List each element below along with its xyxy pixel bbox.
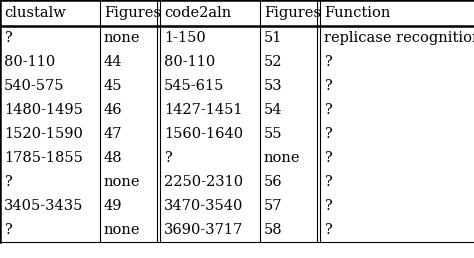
- Text: ?: ?: [324, 151, 332, 165]
- Text: ?: ?: [4, 31, 12, 45]
- Text: 80-110: 80-110: [164, 55, 215, 69]
- Text: 57: 57: [264, 199, 283, 213]
- Text: 46: 46: [104, 103, 123, 117]
- Text: ?: ?: [324, 223, 332, 237]
- Text: 1480-1495: 1480-1495: [4, 103, 83, 117]
- Text: none: none: [104, 175, 140, 189]
- Text: 49: 49: [104, 199, 122, 213]
- Text: 1785-1855: 1785-1855: [4, 151, 83, 165]
- Text: 44: 44: [104, 55, 122, 69]
- Text: 55: 55: [264, 127, 283, 141]
- Text: 58: 58: [264, 223, 283, 237]
- Text: 56: 56: [264, 175, 283, 189]
- Text: 1560-1640: 1560-1640: [164, 127, 243, 141]
- Text: 3405-3435: 3405-3435: [4, 199, 83, 213]
- Text: 54: 54: [264, 103, 283, 117]
- Text: none: none: [264, 151, 301, 165]
- Text: 52: 52: [264, 55, 283, 69]
- Text: clustalw: clustalw: [4, 6, 66, 20]
- Text: Figures: Figures: [104, 6, 161, 20]
- Text: 1-150: 1-150: [164, 31, 206, 45]
- Text: ?: ?: [4, 175, 12, 189]
- Text: replicase recognition: replicase recognition: [324, 31, 474, 45]
- Text: 1520-1590: 1520-1590: [4, 127, 83, 141]
- Text: 51: 51: [264, 31, 283, 45]
- Text: Function: Function: [324, 6, 391, 20]
- Text: 3470-3540: 3470-3540: [164, 199, 243, 213]
- Text: none: none: [104, 31, 140, 45]
- Text: Figures: Figures: [264, 6, 321, 20]
- Text: 2250-2310: 2250-2310: [164, 175, 243, 189]
- Text: ?: ?: [324, 127, 332, 141]
- Text: ?: ?: [324, 103, 332, 117]
- Text: ?: ?: [324, 175, 332, 189]
- Text: 1427-1451: 1427-1451: [164, 103, 243, 117]
- Text: ?: ?: [324, 199, 332, 213]
- Text: ?: ?: [324, 55, 332, 69]
- Text: ?: ?: [324, 79, 332, 93]
- Text: ?: ?: [4, 223, 12, 237]
- Text: code2aln: code2aln: [164, 6, 231, 20]
- Text: 47: 47: [104, 127, 122, 141]
- Text: 48: 48: [104, 151, 123, 165]
- Text: none: none: [104, 223, 140, 237]
- Text: 80-110: 80-110: [4, 55, 55, 69]
- Text: 545-615: 545-615: [164, 79, 224, 93]
- Text: ?: ?: [164, 151, 172, 165]
- Text: 45: 45: [104, 79, 122, 93]
- Text: 540-575: 540-575: [4, 79, 64, 93]
- Text: 3690-3717: 3690-3717: [164, 223, 243, 237]
- Text: 53: 53: [264, 79, 283, 93]
